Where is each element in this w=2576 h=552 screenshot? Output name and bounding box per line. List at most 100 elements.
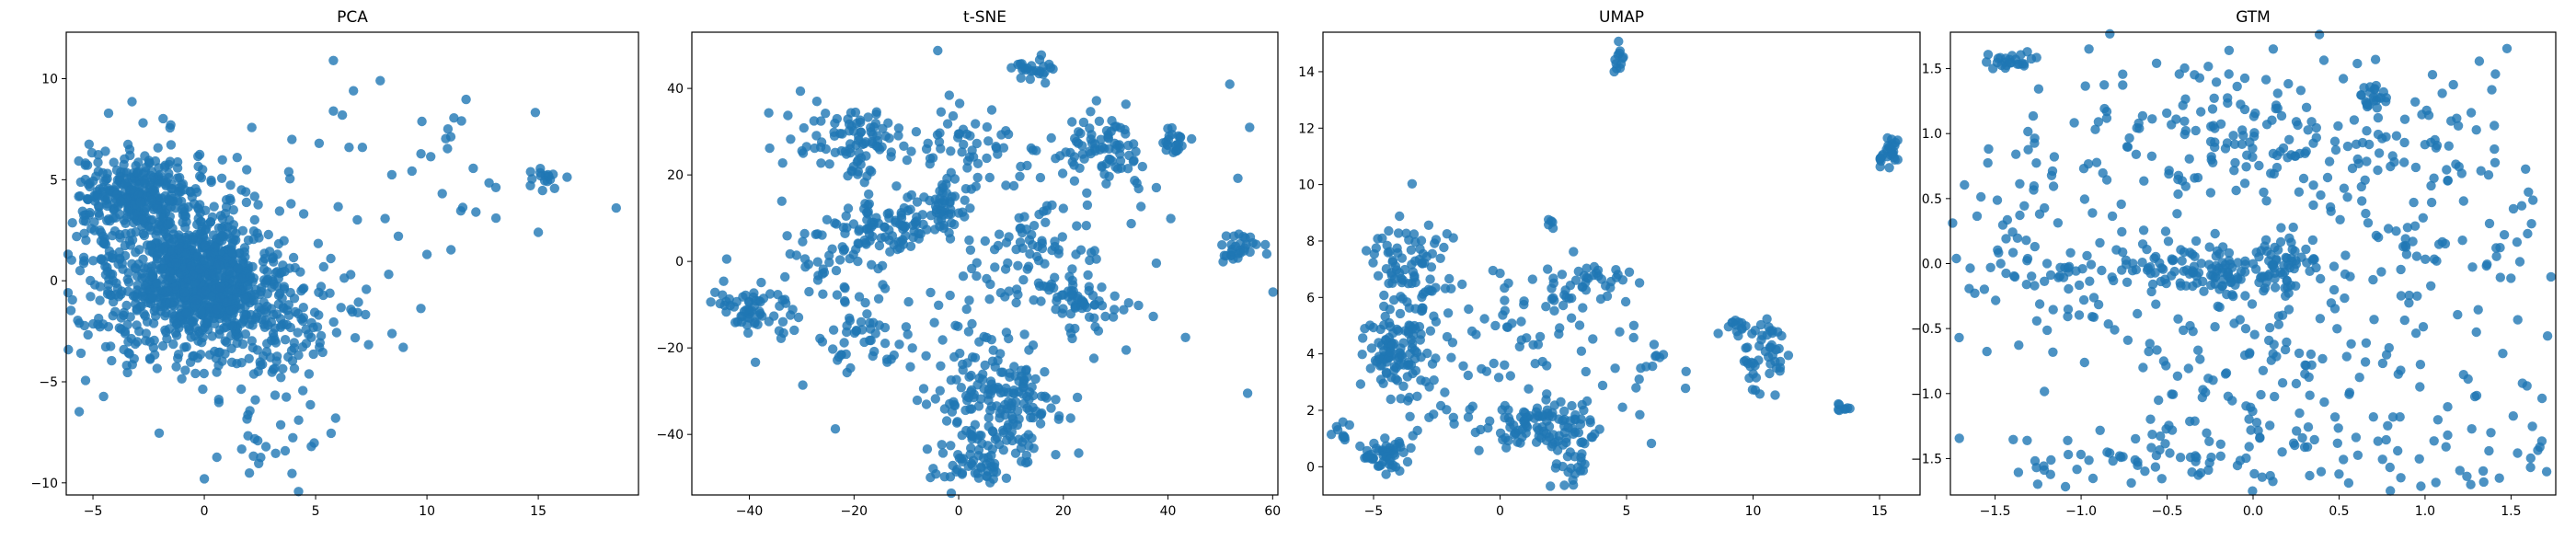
data-point (2426, 180, 2436, 191)
data-point (1767, 350, 1778, 361)
data-point (1391, 374, 1401, 385)
data-point (1544, 421, 1555, 431)
data-point (816, 116, 826, 126)
data-point (132, 304, 142, 315)
data-point (2303, 125, 2313, 135)
data-point (2008, 434, 2018, 444)
data-point (2373, 112, 2384, 123)
data-point (253, 200, 263, 210)
data-point (328, 55, 339, 65)
data-point (1028, 340, 1039, 351)
data-point (2241, 453, 2251, 464)
data-point (2095, 425, 2105, 435)
data-point (946, 488, 957, 499)
data-point (903, 205, 914, 216)
data-point (2542, 331, 2553, 341)
data-point (2163, 236, 2174, 247)
data-point (863, 112, 873, 122)
data-point (2023, 144, 2033, 155)
data-point (995, 387, 1006, 398)
data-point (161, 287, 171, 297)
data-point (1221, 231, 1232, 241)
data-point (117, 286, 127, 296)
data-point (443, 124, 454, 134)
x-tick-label: 40 (1160, 504, 1177, 519)
data-point (181, 308, 191, 318)
data-point (1416, 352, 1426, 362)
data-point (2521, 164, 2531, 174)
y-tick-label: 2 (1306, 404, 1315, 419)
data-point (786, 310, 796, 320)
data-point (315, 342, 325, 352)
data-point (1427, 286, 1437, 296)
x-tick-label: 15 (1871, 504, 1888, 519)
data-point (1151, 258, 1162, 269)
data-point (831, 219, 842, 229)
data-point (122, 367, 132, 378)
data-point (2431, 477, 2441, 488)
data-point (1089, 299, 1100, 310)
x-tick-label: −5 (1364, 504, 1384, 519)
data-point (1123, 298, 1134, 308)
data-point (1443, 308, 1454, 318)
data-point (148, 318, 159, 328)
data-point (158, 113, 168, 124)
data-point (871, 109, 881, 120)
data-point (1481, 366, 1492, 376)
data-point (1022, 403, 1032, 413)
data-point (2110, 325, 2120, 335)
data-point (2240, 259, 2250, 270)
data-point (845, 108, 857, 118)
data-point (918, 384, 929, 394)
data-point (2362, 126, 2372, 136)
data-point (2316, 466, 2327, 477)
data-point (285, 287, 295, 298)
data-point (179, 202, 190, 213)
data-point (1404, 303, 1415, 313)
data-point (199, 255, 210, 265)
data-point (293, 487, 304, 497)
data-point (926, 472, 936, 483)
data-point (2442, 165, 2452, 175)
data-point (933, 215, 943, 225)
data-point (1028, 390, 1039, 401)
data-point (1091, 96, 1102, 106)
data-point (336, 303, 346, 313)
x-tick-label: 0 (1496, 504, 1504, 519)
data-point (2084, 44, 2094, 54)
data-point (94, 208, 104, 218)
data-point (1133, 300, 1144, 311)
data-point (188, 351, 198, 362)
data-point (2183, 363, 2193, 374)
data-point (417, 116, 427, 127)
data-point (1509, 420, 1519, 431)
data-point (893, 131, 903, 141)
data-point (2306, 360, 2317, 370)
data-point (1951, 253, 1961, 264)
data-point (611, 202, 621, 213)
data-point (906, 146, 916, 156)
chart-title: UMAP (1599, 8, 1644, 27)
data-point (2498, 349, 2508, 359)
data-point (2241, 401, 2251, 411)
data-point (275, 322, 286, 332)
data-point (2256, 272, 2266, 283)
data-point (1751, 373, 1762, 383)
data-point (967, 352, 978, 362)
data-point (811, 131, 822, 141)
data-point (225, 180, 236, 190)
data-point (1549, 295, 1559, 305)
data-point (80, 375, 91, 385)
data-point (2443, 430, 2453, 441)
data-point (1398, 338, 1409, 348)
data-point (1544, 220, 1554, 230)
data-point (525, 167, 535, 177)
data-point (288, 432, 298, 443)
data-point (2311, 132, 2321, 143)
data-point (1001, 237, 1012, 247)
data-point (1019, 212, 1029, 222)
data-point (958, 124, 969, 134)
data-point (1072, 392, 1083, 403)
data-point (1424, 412, 1434, 422)
data-point (2126, 477, 2136, 489)
